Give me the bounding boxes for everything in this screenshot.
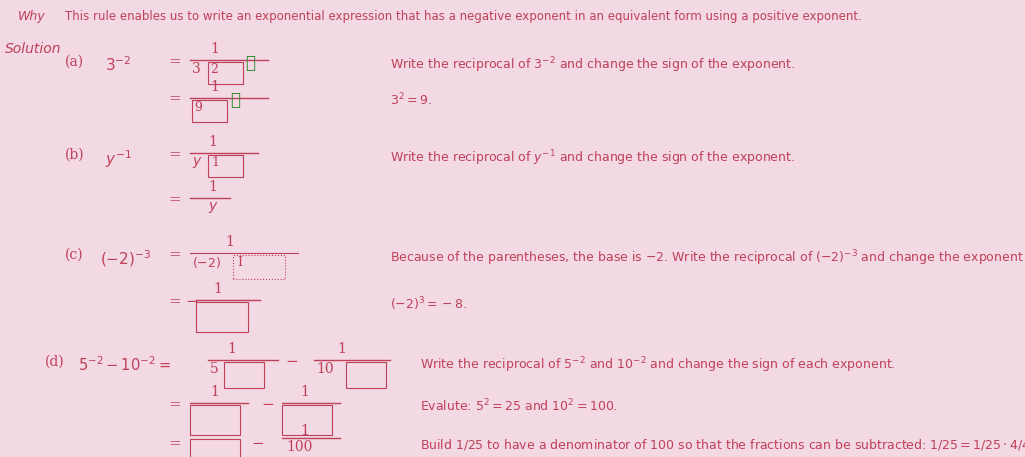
Text: Write the reciprocal of $y^{-1}$ and change the sign of the exponent.: Write the reciprocal of $y^{-1}$ and cha… [390,148,795,168]
Text: −: − [184,295,198,309]
Text: Because of the parentheses, the base is $-2$. Write the reciprocal of $(-2)^{-3}: Because of the parentheses, the base is … [390,248,1025,268]
Text: $(-2)^{-3}$: $(-2)^{-3}$ [100,248,152,269]
Text: =: = [169,248,181,262]
Text: −: − [251,437,264,451]
Text: =: = [169,193,181,207]
Text: Why: Why [18,10,46,23]
Text: 1: 1 [208,180,217,194]
Text: =: = [169,398,181,412]
Text: $y$: $y$ [192,155,203,170]
Text: 9: 9 [194,101,202,114]
Text: =: = [169,295,181,309]
Text: (a): (a) [65,55,84,69]
Text: =: = [169,148,181,162]
Text: $(-2)^3 = -8.$: $(-2)^3 = -8.$ [390,295,467,313]
Text: Evalute: $5^2 = 25$ and $10^2 = 100.$: Evalute: $5^2 = 25$ and $10^2 = 100.$ [420,398,618,414]
Text: =: = [169,55,181,69]
Text: $(-2)$: $(-2)$ [192,255,221,270]
Text: Build 1/25 to have a denominator of 100 so that the fractions can be subtracted:: Build 1/25 to have a denominator of 100 … [420,437,1025,452]
Text: 2: 2 [210,63,218,76]
Text: 1: 1 [300,385,310,399]
Text: 1: 1 [210,42,219,56]
Text: $y$: $y$ [208,200,218,215]
Text: 1: 1 [210,80,219,94]
Text: 1: 1 [210,385,219,399]
Text: (c): (c) [65,248,84,262]
Text: 1: 1 [213,282,222,296]
Text: Solution: Solution [5,42,62,56]
Text: 1: 1 [211,156,219,169]
Text: ✓: ✓ [245,55,255,72]
Text: I: I [237,256,242,269]
Text: 1: 1 [208,135,217,149]
Text: 1: 1 [300,424,310,438]
Text: (b): (b) [65,148,85,162]
Text: =: = [169,437,181,451]
Text: −: − [261,398,275,412]
Text: 1: 1 [226,235,235,249]
Text: =: = [169,92,181,106]
Text: Write the reciprocal of $3^{-2}$ and change the sign of the exponent.: Write the reciprocal of $3^{-2}$ and cha… [390,55,795,74]
Text: 5: 5 [210,362,218,376]
Text: −: − [286,355,298,369]
Text: This rule enables us to write an exponential expression that has a negative expo: This rule enables us to write an exponen… [65,10,862,23]
Text: 1: 1 [228,342,237,356]
Text: 1: 1 [337,342,346,356]
Text: 3: 3 [192,62,201,76]
Text: $3^2 = 9.$: $3^2 = 9.$ [390,92,432,109]
Text: Write the reciprocal of $5^{-2}$ and $10^{-2}$ and change the sign of each expon: Write the reciprocal of $5^{-2}$ and $10… [420,355,896,375]
Text: $y^{-1}$: $y^{-1}$ [105,148,132,170]
Text: 10: 10 [316,362,333,376]
Text: 100: 100 [286,440,313,454]
Text: $3^{-2}$: $3^{-2}$ [105,55,131,74]
Text: (d): (d) [45,355,65,369]
Text: ✓: ✓ [230,92,240,109]
Text: $5^{-2} - 10^{-2} =$: $5^{-2} - 10^{-2} =$ [78,355,171,374]
